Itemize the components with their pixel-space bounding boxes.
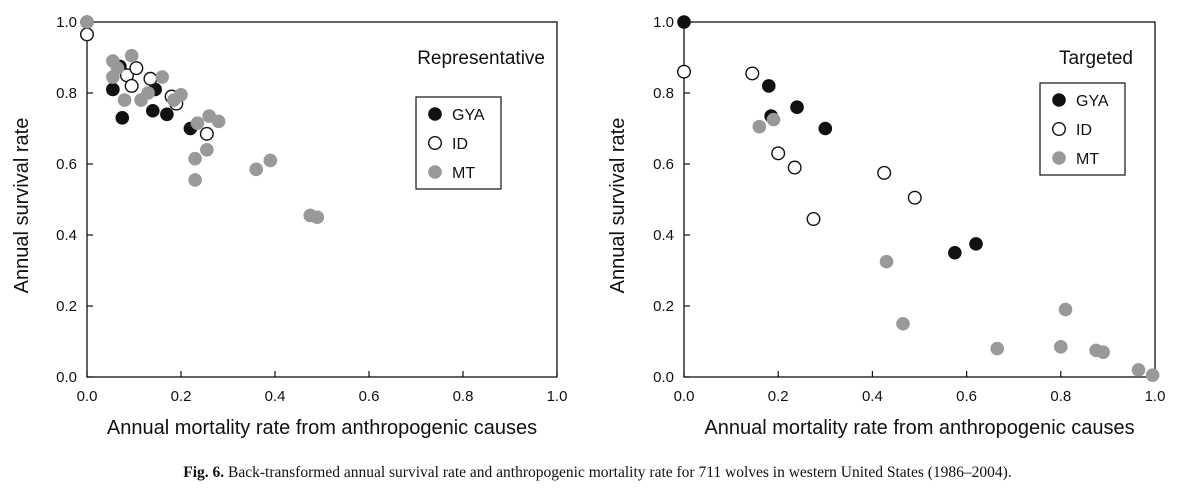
plot-frame [86,21,558,378]
data-point-id [199,126,214,141]
legend-label-id: ID [1076,122,1092,139]
data-point-mt [990,341,1005,356]
data-point-mt [141,86,155,100]
data-point-mt [263,153,278,168]
data-point-gya [761,79,776,93]
data-point-gya [115,111,130,125]
panel-title: Targeted [1059,48,1133,69]
data-point-id [129,61,144,76]
data-point-id [787,160,802,175]
x-tick-label: 0.4 [265,388,286,405]
data-point-id [877,165,892,180]
data-point-mt [117,93,132,107]
x-axis-label: Annual mortality rate from anthropogenic… [107,417,537,439]
y-tick-label: 0.2 [653,298,674,315]
y-tick-label: 0.0 [653,369,674,386]
y-axis-label: Annual survival rate [11,118,33,294]
data-point-mt [879,254,894,269]
data-point-mt [190,116,205,130]
x-tick-label: 0.0 [674,388,695,405]
data-point-mt [1058,302,1073,317]
panel-title: Representative [417,48,545,69]
y-tick-label: 0.6 [653,156,674,173]
legend-label-mt: MT [452,165,475,182]
x-tick-label: 0.6 [956,388,977,405]
data-point-gya [969,237,983,251]
x-tick-label: 0.8 [1050,388,1071,405]
y-tick-label: 0.8 [653,85,674,102]
y-tick-label: 0.6 [56,156,77,173]
data-point-gya [677,15,691,29]
legend-marker-id [428,135,443,150]
legend-marker-mt [428,165,442,179]
y-tick-label: 0.2 [56,298,77,315]
data-point-mt [211,114,226,129]
data-point-gya [948,245,962,260]
y-axis-label: Annual survival rate [607,118,629,294]
legend-marker-gya [1052,93,1066,107]
data-point-mt [174,87,188,102]
plot-frame [683,21,1156,378]
legend-label-gya: GYA [452,107,485,124]
data-point-id [806,212,821,227]
data-point-mt [766,112,781,127]
data-point-mt [155,70,169,84]
data-point-mt [249,162,264,177]
data-point-mt [1096,345,1110,359]
data-point-gya [160,107,174,122]
data-point-id [745,66,760,81]
legend-label-mt: MT [1076,151,1099,168]
data-point-mt [896,316,910,331]
x-tick-label: 0.2 [768,388,789,405]
data-point-id [124,78,139,93]
x-tick-label: 1.0 [1145,388,1166,405]
y-tick-label: 1.0 [653,14,674,31]
data-point-mt [310,210,325,225]
data-point-id [677,64,692,79]
data-point-mt [80,15,94,29]
data-point-gya [146,103,160,118]
data-point-gya [818,121,833,136]
legend-label-id: ID [452,136,468,153]
data-point-id [771,146,786,161]
data-point-mt [1145,368,1160,383]
data-point-mt [752,119,767,134]
x-tick-label: 0.8 [453,388,474,405]
legend-label-gya: GYA [1076,93,1109,110]
x-tick-label: 0.2 [171,388,192,405]
y-tick-label: 0.4 [56,227,77,244]
x-axis-label: Annual mortality rate from anthropogenic… [704,417,1134,439]
data-point-gya [790,100,804,114]
data-point-mt [110,61,125,75]
x-tick-label: 1.0 [547,388,568,405]
legend-marker-mt [1052,151,1066,165]
data-point-mt [200,143,214,157]
y-tick-label: 0.8 [56,85,77,102]
data-point-mt [1054,340,1068,354]
legend-marker-gya [428,107,442,121]
data-point-id [907,190,922,205]
data-point-mt [124,48,139,63]
data-point-mt [188,151,202,166]
y-tick-label: 1.0 [56,14,77,31]
data-point-mt [188,173,202,187]
x-tick-label: 0.6 [359,388,380,405]
x-tick-label: 0.4 [862,388,883,405]
figure-caption: Fig. 6. Back-transformed annual survival… [0,464,1195,482]
caption-text: Back-transformed annual survival rate an… [228,464,1012,481]
caption-label: Fig. 6. [183,464,225,481]
legend-marker-id [1051,121,1066,136]
y-tick-label: 0.4 [653,227,674,244]
x-tick-label: 0.0 [77,388,98,405]
data-point-mt [1131,363,1146,377]
y-tick-label: 0.0 [56,369,77,386]
